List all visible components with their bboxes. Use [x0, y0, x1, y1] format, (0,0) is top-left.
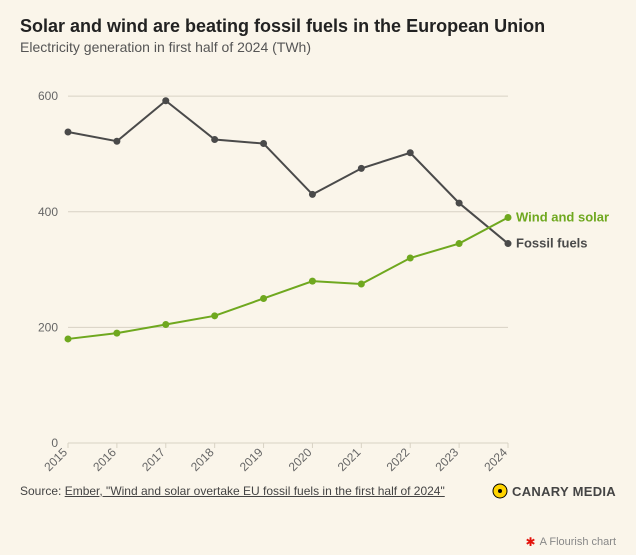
brand-text: CANARY MEDIA: [512, 484, 616, 499]
x-tick-label: 2018: [188, 445, 217, 474]
x-tick-label: 2022: [384, 445, 413, 474]
source-line: Source: Ember, "Wind and solar overtake …: [20, 484, 445, 498]
series-marker: [162, 97, 169, 104]
series-marker: [407, 255, 414, 262]
series-line: [68, 101, 508, 244]
x-tick-label: 2024: [481, 445, 510, 474]
series-marker: [309, 191, 316, 198]
x-tick-label: 2020: [286, 445, 315, 474]
source-prefix: Source:: [20, 484, 65, 498]
x-tick-label: 2021: [335, 445, 364, 474]
line-chart-svg: 0200400600201520162017201820192020202120…: [20, 65, 616, 475]
series-marker: [113, 138, 120, 145]
series-label: Fossil fuels: [516, 236, 588, 251]
x-tick-label: 2015: [41, 445, 70, 474]
series-marker: [162, 321, 169, 328]
series-marker: [358, 281, 365, 288]
series-marker: [505, 214, 512, 221]
series-marker: [260, 140, 267, 147]
source-link[interactable]: Ember, "Wind and solar overtake EU fossi…: [65, 484, 445, 498]
series-marker: [309, 278, 316, 285]
series-marker: [505, 240, 512, 247]
series-marker: [113, 330, 120, 337]
flourish-text: A Flourish chart: [540, 536, 616, 548]
series-marker: [65, 128, 72, 135]
canary-icon: [492, 483, 508, 499]
series-marker: [260, 295, 267, 302]
series-marker: [407, 149, 414, 156]
chart-area: 0200400600201520162017201820192020202120…: [20, 65, 616, 475]
series-marker: [211, 312, 218, 319]
flourish-credit: ✱ A Flourish chart: [526, 535, 616, 549]
series-marker: [65, 335, 72, 342]
x-tick-label: 2023: [432, 445, 461, 474]
chart-subtitle: Electricity generation in first half of …: [20, 39, 616, 55]
x-tick-label: 2017: [139, 445, 168, 474]
series-line: [68, 218, 508, 339]
x-tick-label: 2019: [237, 445, 266, 474]
y-tick-label: 400: [38, 205, 58, 219]
series-marker: [456, 200, 463, 207]
series-marker: [456, 240, 463, 247]
y-tick-label: 600: [38, 89, 58, 103]
brand-logo: CANARY MEDIA: [492, 483, 616, 499]
series-label: Wind and solar: [516, 210, 609, 225]
x-tick-label: 2016: [90, 445, 119, 474]
flourish-icon: ✱: [526, 535, 536, 549]
y-tick-label: 200: [38, 320, 58, 334]
series-marker: [358, 165, 365, 172]
series-marker: [211, 136, 218, 143]
chart-title: Solar and wind are beating fossil fuels …: [20, 16, 616, 37]
